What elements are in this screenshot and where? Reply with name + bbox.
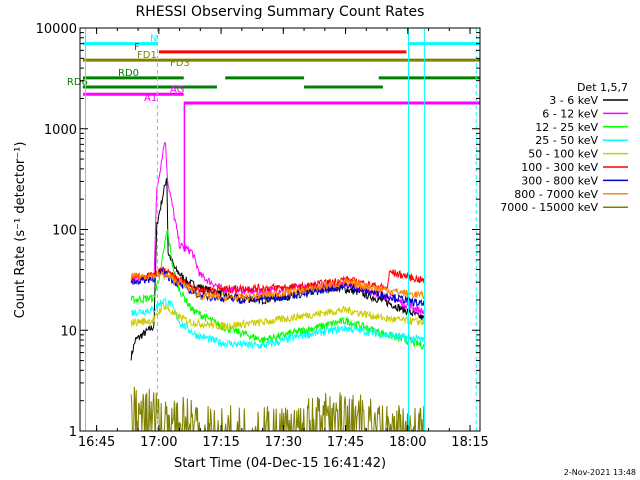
legend-label-4: 50 - 100 keV [528, 148, 598, 161]
y-tick-label: 10000 [36, 22, 77, 37]
legend-title: Det 1,5,7 [577, 81, 628, 94]
legend-label-6: 300 - 800 keV [521, 174, 598, 187]
flag-label-rd6: RD6 [67, 77, 88, 88]
legend-label-0: 3 - 6 keV [549, 94, 598, 107]
x-axis-label: Start Time (04-Dec-15 16:41:42) [174, 456, 386, 471]
flag-label-fd1: FD1 [137, 50, 157, 61]
x-tick-label: 17:00 [140, 435, 177, 450]
footer-timestamp: 2-Nov-2021 13:48 [564, 468, 636, 477]
flag-label-n: N [150, 34, 157, 45]
legend-label-5: 100 - 300 keV [521, 161, 598, 174]
x-tick-label: 18:15 [451, 435, 488, 450]
y-tick-label: 1 [69, 425, 77, 440]
series-line-3 [131, 297, 425, 350]
flag-label-a1: A1 [144, 93, 157, 104]
flag-label-rd0: RD0 [118, 68, 139, 79]
y-axis-label: Count Rate (s⁻¹ detector⁻¹) [13, 142, 28, 319]
y-tick-label: 1000 [44, 123, 77, 138]
flag-label-ag: AG [170, 84, 184, 95]
axes-layer: 16:45 17:00 17:15 17:30 17:45 18:00 18:15 1 10 10… [36, 22, 489, 450]
flag-label-fd3: FD3 [170, 58, 190, 69]
legend-label-1: 6 - 12 keV [542, 107, 598, 120]
legend-label-7: 800 - 7000 keV [514, 188, 598, 201]
y-tick-label: 100 [52, 224, 77, 239]
flag-label-f: F [134, 42, 140, 53]
series-layer [130, 103, 425, 433]
x-tick-label: 18:00 [389, 435, 426, 450]
series-line-7 [130, 270, 425, 303]
chart-title: RHESSI Observing Summary Count Rates [136, 4, 425, 20]
series-line-4 [130, 301, 425, 330]
legend-label-2: 12 - 25 keV [535, 121, 598, 134]
y-tick-label: 10 [60, 324, 77, 339]
x-tick-label: 16:45 [78, 435, 115, 450]
legend-label-8: 7000 - 15000 keV [500, 201, 598, 214]
x-tick-label: 17:45 [327, 435, 364, 450]
x-tick-label: 17:30 [265, 435, 302, 450]
x-tick-label: 17:15 [202, 435, 239, 450]
legend-label-3: 25 - 50 keV [535, 134, 598, 147]
